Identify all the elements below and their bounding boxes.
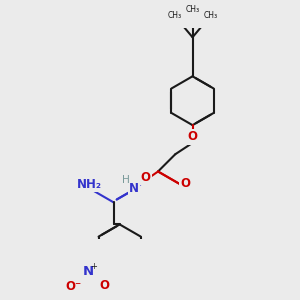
- Text: NH₂: NH₂: [76, 178, 101, 191]
- Text: CH₃: CH₃: [167, 11, 182, 20]
- Text: N: N: [82, 265, 94, 278]
- Text: CH₃: CH₃: [185, 4, 200, 14]
- Text: O: O: [141, 171, 151, 184]
- Text: O: O: [180, 177, 190, 190]
- Text: O: O: [188, 130, 197, 143]
- Text: CH₃: CH₃: [204, 11, 218, 20]
- Text: O⁻: O⁻: [65, 280, 82, 293]
- Text: O: O: [100, 279, 110, 292]
- Text: H: H: [122, 175, 130, 184]
- Text: N: N: [129, 182, 139, 195]
- Text: +: +: [90, 262, 97, 271]
